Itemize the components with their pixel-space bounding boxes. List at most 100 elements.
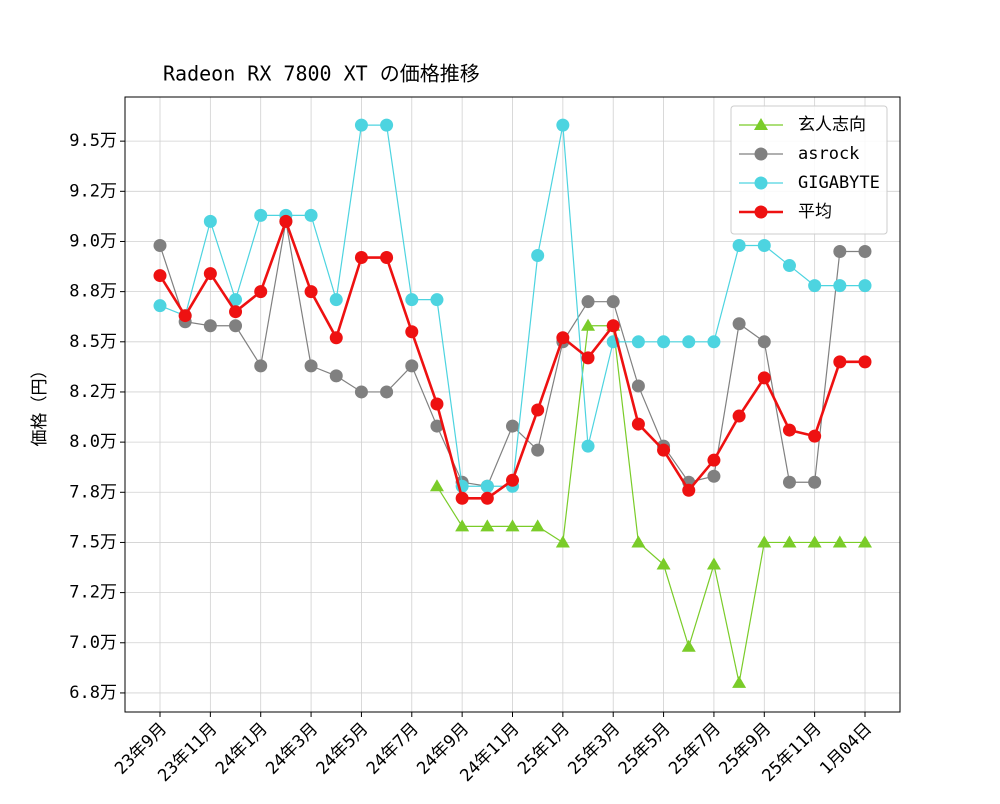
y-tick-label: 7.8万 [69,482,117,502]
point [858,245,872,259]
point [153,238,167,252]
point [229,293,243,307]
point [681,639,696,652]
point [833,355,847,369]
point [530,519,545,532]
point [707,453,721,467]
legend-marker [754,176,768,190]
series-line [436,325,865,684]
point [354,118,368,132]
point [506,419,519,433]
point [429,479,444,492]
chart-title: Radeon RX 7800 XT の価格推移 [163,62,480,86]
point [858,355,872,369]
point [405,293,419,307]
point [555,535,570,548]
point [757,535,772,548]
point [304,285,318,299]
point [229,319,243,333]
point [631,335,645,349]
y-tick-label: 9.5万 [69,131,117,151]
point [732,317,746,331]
legend-marker [754,118,768,130]
y-tick-label: 8.2万 [69,382,117,402]
y-tick-label: 9.0万 [69,231,117,251]
point [531,443,545,457]
point [757,335,771,349]
point [380,385,394,399]
point [782,259,796,273]
point [304,359,318,373]
point [606,319,620,333]
point [178,309,192,323]
point [757,371,771,385]
point [430,397,444,411]
point [430,419,444,433]
y-tick-label: 7.5万 [69,532,117,552]
y-tick-label: 8.8万 [69,282,117,302]
point [581,318,596,331]
point [380,118,394,132]
legend-label: 平均 [798,202,832,222]
point [329,369,343,383]
point [858,535,872,548]
y-tick-label: 8.5万 [69,332,117,352]
point [581,295,595,309]
point [808,475,822,489]
point [203,214,217,228]
point [304,208,318,222]
point [531,249,545,263]
point [833,245,847,259]
point [455,519,470,532]
legend-label: asrock [798,144,859,164]
legend-label: GIGABYTE [798,173,880,193]
point [505,519,520,532]
point [858,279,872,293]
point [405,359,419,373]
point [657,443,671,457]
legend-box [730,105,888,235]
point [656,557,671,570]
point [203,267,217,281]
point [279,214,293,228]
point [631,379,645,393]
point [757,238,771,252]
point [707,335,721,349]
point [782,423,796,437]
y-axis-label: 価格（円） [30,362,50,447]
point [254,285,268,299]
point [732,675,747,688]
point [329,331,343,345]
point [732,238,746,252]
point [329,293,343,307]
plot-frame [124,96,901,713]
point [380,251,394,265]
point [832,535,847,548]
point [833,279,847,293]
point [807,535,822,548]
y-tick-label: 9.2万 [69,181,117,201]
legend-label: 玄人志向 [798,115,866,135]
point [153,269,167,283]
legend-marker [754,147,768,161]
point [707,469,721,483]
point [782,535,797,548]
legend-marker [754,205,768,219]
point [354,385,368,399]
point [254,359,268,373]
point [581,439,595,453]
point [254,208,268,222]
point [531,403,545,417]
point [455,491,469,505]
point [581,351,595,365]
point [405,325,419,339]
point [682,335,696,349]
point [556,331,570,345]
point [229,305,243,319]
y-tick-label: 6.8万 [69,683,117,703]
point [606,295,620,309]
point [153,299,167,313]
point [808,429,822,443]
point [354,251,368,265]
